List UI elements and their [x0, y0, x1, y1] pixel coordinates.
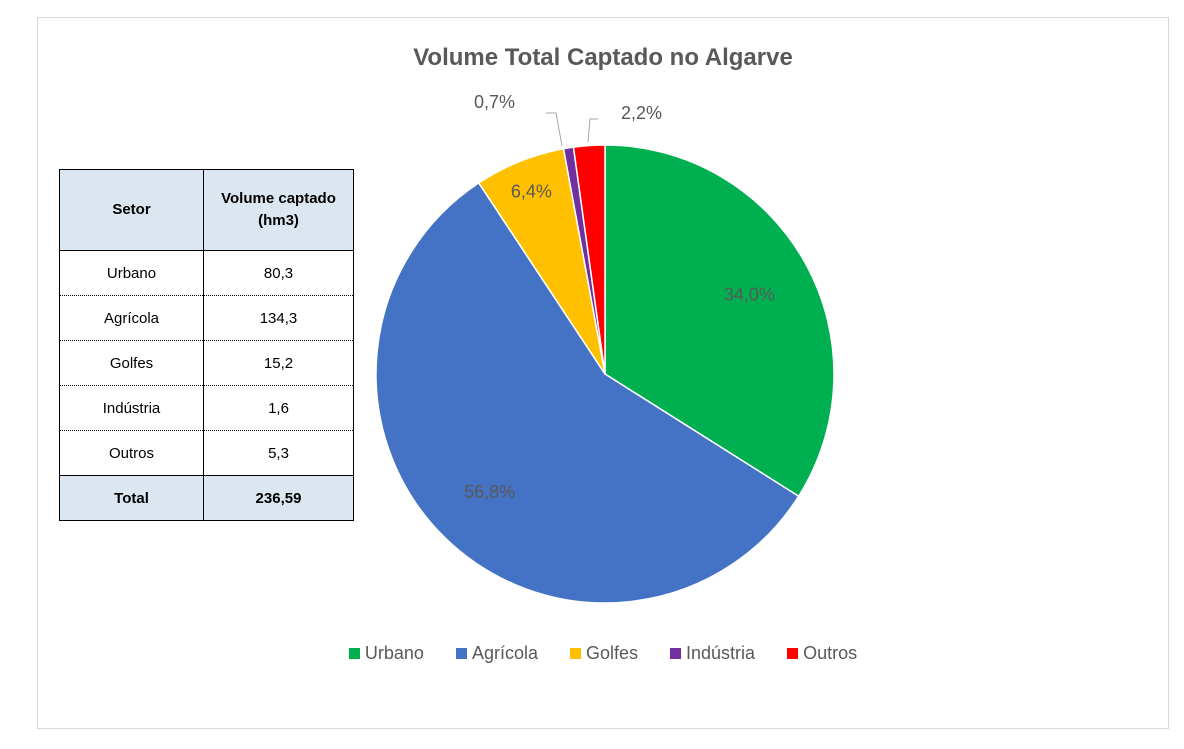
legend-label: Outros [803, 643, 858, 663]
chart-title: Volume Total Captado no Algarve [413, 44, 793, 71]
legend-item: Indústria [670, 643, 755, 664]
legend-swatch [348, 648, 360, 659]
row-volume: 134,3 [203, 295, 354, 341]
leader-line [546, 112, 563, 147]
pie-slice-outros [572, 144, 606, 375]
table-row: Golfes 15,2 [59, 340, 354, 386]
legend-label: Golfes [585, 643, 639, 663]
table-row: Agrícola 134,3 [59, 295, 354, 341]
legend-swatch [569, 648, 581, 659]
total-value: 236,59 [203, 475, 354, 521]
data-label: 0,7% [474, 92, 515, 112]
row-sector: Outros [59, 430, 204, 476]
data-label: 2,2% [621, 103, 662, 123]
leader-line [587, 118, 598, 143]
legend-label: Indústria [686, 643, 756, 663]
table-total-row: Total 236,59 [59, 475, 354, 521]
row-volume: 1,6 [203, 385, 354, 431]
header-setor: Setor [59, 169, 204, 251]
row-sector: Urbano [59, 250, 204, 296]
volume-table: Setor Volume captado (hm3) Urbano 80,3 A… [59, 169, 354, 521]
legend-swatch [787, 648, 799, 659]
legend-swatch [670, 648, 682, 659]
pie-slice-agrícola [375, 181, 800, 604]
pie-slice-urbano [604, 144, 835, 498]
table-row: Outros 5,3 [59, 430, 354, 476]
row-volume: 80,3 [203, 250, 354, 296]
legend-item: Outros [787, 643, 857, 664]
total-label: Total [59, 475, 204, 521]
chart-legend: Urbano Agrícola Golfes Indústria Outros [38, 643, 1168, 664]
legend-item: Agrícola [455, 643, 538, 664]
legend-label: Urbano [364, 643, 424, 663]
data-label: 34,0% [724, 284, 775, 304]
data-label: 56,8% [464, 482, 515, 502]
table-header-row: Setor Volume captado (hm3) [59, 169, 354, 251]
pie-chart: 34,0% 56,8% 6,4% 0,7% 2,2% [375, 92, 835, 604]
data-label: 6,4% [511, 181, 552, 201]
legend-swatch [455, 648, 467, 659]
row-sector: Agrícola [59, 295, 204, 341]
table-row: Indústria 1,6 [59, 385, 354, 431]
legend-label: Agrícola [471, 643, 538, 663]
chart-frame: Volume Total Captado no Algarve Setor Vo… [37, 17, 1169, 729]
legend-item: Urbano [348, 643, 424, 664]
legend-item: Golfes [569, 643, 639, 664]
row-volume: 5,3 [203, 430, 354, 476]
table-row: Urbano 80,3 [59, 250, 354, 296]
header-volume: Volume captado (hm3) [203, 169, 354, 251]
